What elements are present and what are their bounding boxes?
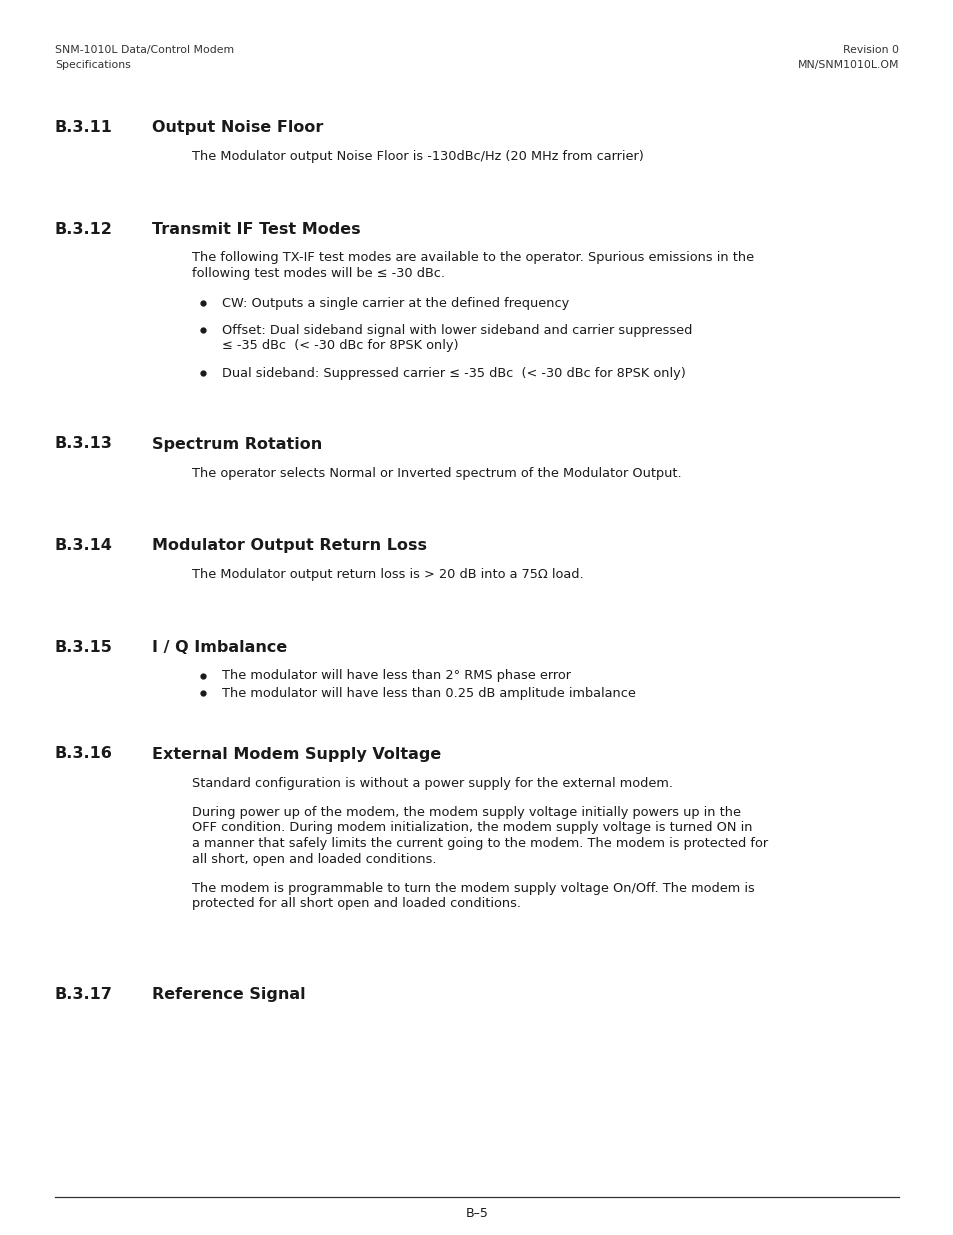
Text: B.3.14: B.3.14	[55, 538, 112, 553]
Text: following test modes will be ≤ -30 dBc.: following test modes will be ≤ -30 dBc.	[192, 267, 444, 280]
Text: B.3.16: B.3.16	[55, 746, 112, 762]
Text: ≤ -35 dBc  (< -30 dBc for 8PSK only): ≤ -35 dBc (< -30 dBc for 8PSK only)	[222, 340, 458, 352]
Text: The Modulator output return loss is > 20 dB into a 75Ω load.: The Modulator output return loss is > 20…	[192, 568, 583, 580]
Text: The following TX-IF test modes are available to the operator. Spurious emissions: The following TX-IF test modes are avail…	[192, 252, 753, 264]
Text: Output Noise Floor: Output Noise Floor	[152, 120, 323, 135]
Text: B–5: B–5	[465, 1207, 488, 1220]
Text: protected for all short open and loaded conditions.: protected for all short open and loaded …	[192, 898, 520, 910]
Text: Standard configuration is without a power supply for the external modem.: Standard configuration is without a powe…	[192, 777, 672, 789]
Text: Transmit IF Test Modes: Transmit IF Test Modes	[152, 221, 360, 236]
Text: During power up of the modem, the modem supply voltage initially powers up in th: During power up of the modem, the modem …	[192, 806, 740, 819]
Text: SNM-1010L Data/Control Modem: SNM-1010L Data/Control Modem	[55, 44, 233, 56]
Text: Modulator Output Return Loss: Modulator Output Return Loss	[152, 538, 427, 553]
Text: Dual sideband: Suppressed carrier ≤ -35 dBc  (< -30 dBc for 8PSK only): Dual sideband: Suppressed carrier ≤ -35 …	[222, 367, 685, 380]
Text: all short, open and loaded conditions.: all short, open and loaded conditions.	[192, 852, 436, 866]
Text: Spectrum Rotation: Spectrum Rotation	[152, 436, 322, 452]
Text: The modem is programmable to turn the modem supply voltage On/Off. The modem is: The modem is programmable to turn the mo…	[192, 882, 754, 895]
Text: B.3.11: B.3.11	[55, 120, 112, 135]
Text: B.3.15: B.3.15	[55, 640, 112, 655]
Text: Specifications: Specifications	[55, 61, 131, 70]
Text: MN/SNM1010L.OM: MN/SNM1010L.OM	[797, 61, 898, 70]
Text: The modulator will have less than 0.25 dB amplitude imbalance: The modulator will have less than 0.25 d…	[222, 687, 636, 700]
Text: Offset: Dual sideband signal with lower sideband and carrier suppressed: Offset: Dual sideband signal with lower …	[222, 324, 692, 337]
Text: I / Q Imbalance: I / Q Imbalance	[152, 640, 287, 655]
Text: Reference Signal: Reference Signal	[152, 987, 305, 1002]
Text: a manner that safely limits the current going to the modem. The modem is protect: a manner that safely limits the current …	[192, 837, 767, 850]
Text: External Modem Supply Voltage: External Modem Supply Voltage	[152, 746, 441, 762]
Text: Revision 0: Revision 0	[842, 44, 898, 56]
Text: OFF condition. During modem initialization, the modem supply voltage is turned O: OFF condition. During modem initializati…	[192, 821, 752, 835]
Text: CW: Outputs a single carrier at the defined frequency: CW: Outputs a single carrier at the defi…	[222, 296, 569, 310]
Text: The Modulator output Noise Floor is -130dBc/Hz (20 MHz from carrier): The Modulator output Noise Floor is -130…	[192, 149, 643, 163]
Text: The modulator will have less than 2° RMS phase error: The modulator will have less than 2° RMS…	[222, 669, 571, 683]
Text: The operator selects Normal or Inverted spectrum of the Modulator Output.: The operator selects Normal or Inverted …	[192, 467, 680, 479]
Text: B.3.17: B.3.17	[55, 987, 112, 1002]
Text: B.3.13: B.3.13	[55, 436, 112, 452]
Text: B.3.12: B.3.12	[55, 221, 112, 236]
